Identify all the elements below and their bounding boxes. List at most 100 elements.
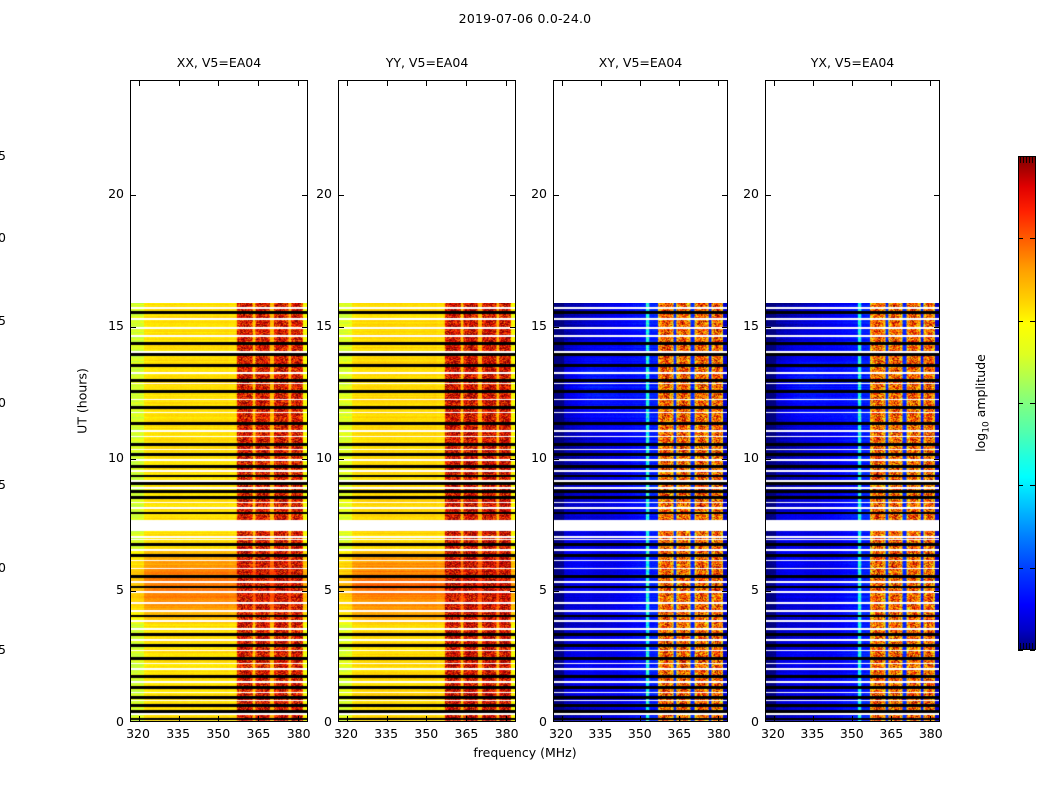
y-tick-20 xyxy=(766,194,771,196)
y-tick-20 xyxy=(934,194,939,196)
y-tick-label-xy-0: 0 xyxy=(539,714,547,729)
colorbar-tick--2.0 xyxy=(1030,567,1035,569)
y-tick-label-yy-5: 5 xyxy=(324,581,332,597)
dynamic-spectrum-canvas xyxy=(339,302,515,721)
colorbar-tick--0.5 xyxy=(1018,320,1023,322)
y-tick-10 xyxy=(302,458,307,460)
y-tick-20 xyxy=(554,194,559,196)
y-tick-label-xy-20: 20 xyxy=(531,185,547,201)
panel-yy: YY, V5=EA04 xyxy=(338,55,516,722)
y-tick-10 xyxy=(722,458,727,460)
y-tick-label-xx-20: 20 xyxy=(108,185,124,201)
colorbar-tick-label-0.0: 0.0 xyxy=(0,230,6,246)
x-tick-320 xyxy=(773,716,775,721)
x-tick-350 xyxy=(218,716,220,721)
x-tick-320 xyxy=(561,81,563,86)
y-tick-15 xyxy=(510,326,515,328)
x-tick-label-350: 350 xyxy=(414,726,439,741)
colorbar-tick--1.0 xyxy=(1018,403,1023,404)
colorbar-tick-label--1.0: −1.0 xyxy=(0,395,6,410)
x-tick-365 xyxy=(258,716,260,721)
colorbar-tick--1.5 xyxy=(1018,485,1023,487)
colorbar-tick--1.5 xyxy=(1030,485,1035,487)
figure-title: 2019-07-06 0.0-24.0 xyxy=(458,11,592,26)
y-tick-label-xx-15: 15 xyxy=(108,317,124,333)
y-tick-label-xx-10: 10 xyxy=(108,449,124,465)
colorbar-over-endcap xyxy=(1020,157,1034,163)
y-tick-label-yy-10: 10 xyxy=(316,449,332,465)
x-tick-label-335: 335 xyxy=(588,726,613,741)
colorbar-tick--2.5 xyxy=(1018,650,1023,651)
x-tick-335 xyxy=(386,81,388,86)
y-tick-label-yy-0: 0 xyxy=(324,714,332,729)
x-tick-label-365: 365 xyxy=(667,726,692,741)
panel-axes-xx xyxy=(130,80,308,722)
x-tick-label-350: 350 xyxy=(839,726,864,741)
x-tick-350 xyxy=(426,81,428,86)
x-tick-350 xyxy=(639,716,641,721)
panel-axes-yx xyxy=(765,80,940,722)
y-tick-15 xyxy=(339,326,344,328)
y-tick-15 xyxy=(131,326,136,328)
y-tick-5 xyxy=(302,590,307,592)
colorbar-tick-0.5 xyxy=(1018,156,1023,157)
y-tick-20 xyxy=(302,194,307,196)
y-tick-15 xyxy=(766,326,771,328)
x-tick-335 xyxy=(178,81,180,86)
y-tick-label-xy-10: 10 xyxy=(531,449,547,465)
colorbar-tick--1.0 xyxy=(1030,403,1035,404)
x-tick-label-320: 320 xyxy=(334,726,358,741)
x-tick-label-320: 320 xyxy=(760,726,785,741)
colorbar-tick-label--2.5: −2.5 xyxy=(0,642,6,657)
x-tick-380 xyxy=(717,716,719,721)
x-tick-320 xyxy=(561,716,563,721)
colorbar-label: log10 amplitude xyxy=(972,354,992,452)
y-tick-15 xyxy=(934,326,939,328)
x-tick-label-350: 350 xyxy=(206,726,231,741)
heatmap-image-xx xyxy=(131,302,307,721)
x-tick-365 xyxy=(678,716,680,721)
x-tick-335 xyxy=(600,81,602,86)
panel-title-yx: YX, V5=EA04 xyxy=(810,55,895,70)
x-tick-label-380: 380 xyxy=(706,726,731,741)
y-tick-10 xyxy=(766,458,771,460)
x-tick-label-365: 365 xyxy=(246,726,271,741)
y-tick-5 xyxy=(510,590,515,592)
x-tick-335 xyxy=(812,716,814,721)
x-tick-380 xyxy=(505,716,507,721)
y-tick-5 xyxy=(554,590,559,592)
y-tick-15 xyxy=(302,326,307,328)
x-tick-365 xyxy=(258,81,260,86)
y-tick-20 xyxy=(510,194,515,196)
colorbar-tick-label--0.5: −0.5 xyxy=(0,312,6,328)
panel-xy: XY, V5=EA04 xyxy=(553,55,728,722)
x-tick-320 xyxy=(346,81,348,86)
panel-xx: XX, V5=EA04 xyxy=(130,55,308,722)
x-tick-335 xyxy=(812,81,814,86)
x-tick-label-320: 320 xyxy=(548,726,573,741)
x-tick-label-380: 380 xyxy=(494,726,519,741)
colorbar-tick-label--1.5: −1.5 xyxy=(0,477,6,493)
x-tick-label-335: 335 xyxy=(374,726,399,741)
x-tick-320 xyxy=(138,716,140,721)
x-tick-320 xyxy=(773,81,775,86)
y-tick-label-yx-5: 5 xyxy=(751,581,759,597)
x-tick-365 xyxy=(890,716,892,721)
y-tick-5 xyxy=(934,590,939,592)
heatmap-image-yx xyxy=(766,302,939,721)
y-tick-label-yx-10: 10 xyxy=(743,449,759,465)
x-tick-380 xyxy=(717,81,719,86)
x-tick-380 xyxy=(297,716,299,721)
colorbar-tick-label--2.0: −2.0 xyxy=(0,559,6,575)
y-tick-label-yx-0: 0 xyxy=(751,714,759,729)
y-tick-10 xyxy=(510,458,515,460)
panel-title-yy: YY, V5=EA04 xyxy=(385,55,469,70)
y-tick-15 xyxy=(554,326,559,328)
colorbar-tick--0.5 xyxy=(1030,320,1035,322)
x-tick-label-380: 380 xyxy=(286,726,311,741)
y-tick-label-xx-5: 5 xyxy=(116,581,124,597)
y-axis-label: UT (hours) xyxy=(74,368,90,434)
dynamic-spectrum-canvas xyxy=(131,302,307,721)
x-tick-350 xyxy=(851,81,853,86)
colorbar-tick-0.0 xyxy=(1018,238,1023,240)
